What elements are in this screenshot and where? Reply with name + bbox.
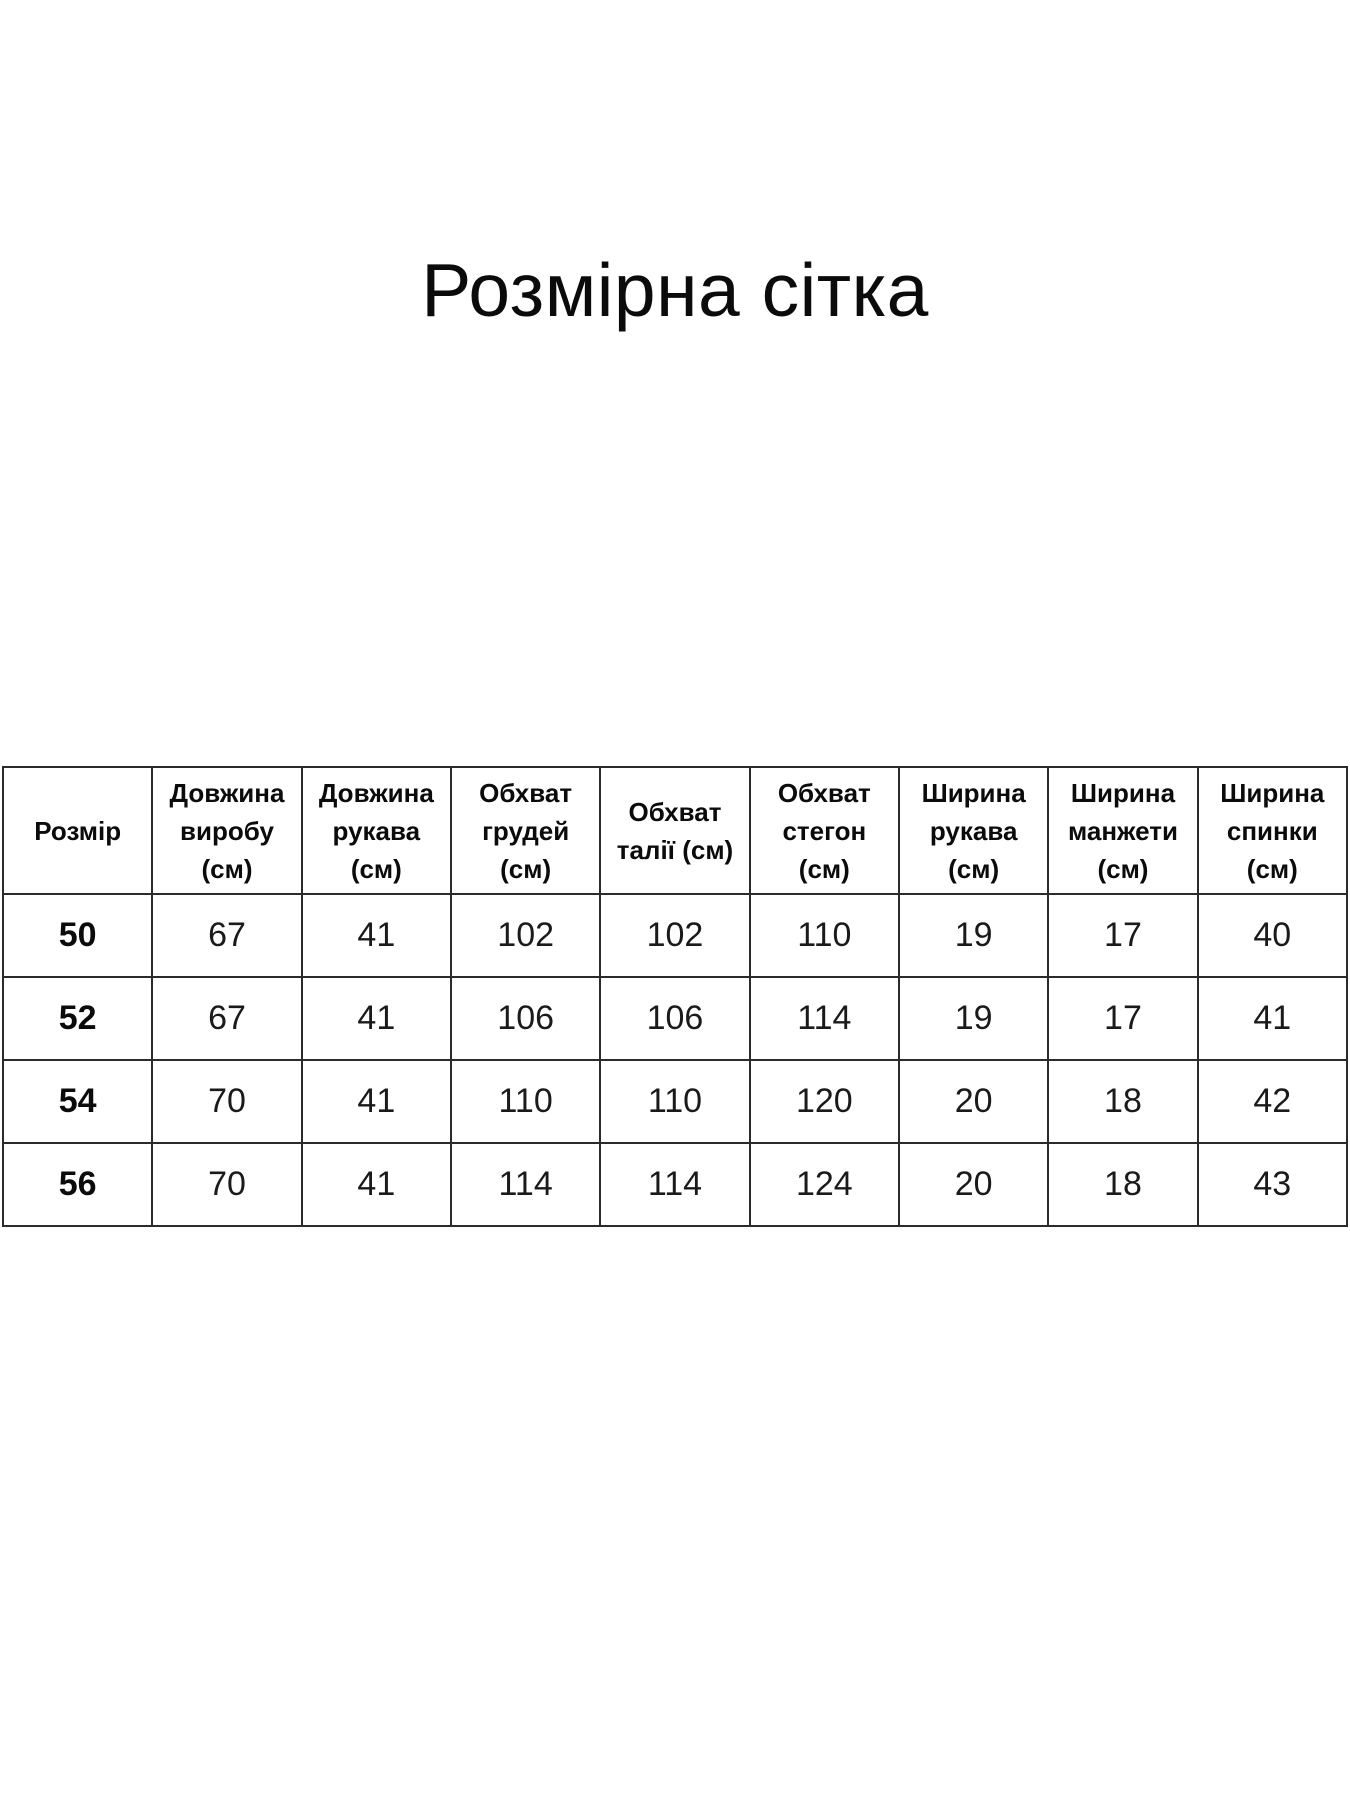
value-cell: 19 — [897, 893, 1050, 978]
value-cell: 114 — [599, 1142, 751, 1227]
value-cell: 41 — [300, 976, 452, 1061]
size-table-header: Розмір Довжина виробу (см) Довжина рукав… — [1, 766, 1349, 895]
column-header-sleeve-width: Ширина рукава (см) — [897, 766, 1050, 895]
table-row-size-52: 52 67 41 106 106 114 19 17 41 — [1, 976, 1349, 1061]
table-row-size-50: 50 67 41 102 102 110 19 17 40 — [1, 893, 1349, 978]
page-title: Розмірна сітка — [421, 248, 929, 332]
value-cell: 70 — [151, 1142, 303, 1227]
value-cell: 102 — [449, 893, 602, 978]
size-cell: 50 — [1, 893, 154, 978]
header-row: Розмір Довжина виробу (см) Довжина рукав… — [1, 766, 1349, 895]
value-cell: 67 — [151, 893, 303, 978]
value-cell: 114 — [449, 1142, 602, 1227]
size-cell: 54 — [1, 1059, 154, 1144]
value-cell: 106 — [599, 976, 751, 1061]
value-cell: 20 — [897, 1059, 1050, 1144]
column-header-cuff-width: Ширина манжети (см) — [1047, 766, 1199, 895]
value-cell: 41 — [1196, 976, 1349, 1061]
value-cell: 110 — [748, 893, 900, 978]
value-cell: 43 — [1196, 1142, 1349, 1227]
value-cell: 42 — [1196, 1059, 1349, 1144]
size-cell: 52 — [1, 976, 154, 1061]
value-cell: 17 — [1047, 976, 1199, 1061]
value-cell: 41 — [300, 1142, 452, 1227]
size-table: Розмір Довжина виробу (см) Довжина рукав… — [1, 766, 1349, 1227]
size-cell: 56 — [1, 1142, 154, 1227]
value-cell: 110 — [599, 1059, 751, 1144]
table-row-size-54: 54 70 41 110 110 120 20 18 42 — [1, 1059, 1349, 1144]
value-cell: 70 — [151, 1059, 303, 1144]
column-header-product-length: Довжина виробу (см) — [151, 766, 303, 895]
value-cell: 67 — [151, 976, 303, 1061]
value-cell: 18 — [1047, 1142, 1199, 1227]
column-header-chest: Обхват грудей (см) — [449, 766, 602, 895]
value-cell: 114 — [748, 976, 900, 1061]
value-cell: 19 — [897, 976, 1050, 1061]
value-cell: 41 — [300, 893, 452, 978]
value-cell: 110 — [449, 1059, 602, 1144]
value-cell: 106 — [449, 976, 602, 1061]
column-header-size: Розмір — [1, 766, 154, 895]
size-table-body: 50 67 41 102 102 110 19 17 40 52 67 41 1… — [1, 893, 1349, 1227]
value-cell: 20 — [897, 1142, 1050, 1227]
value-cell: 120 — [748, 1059, 900, 1144]
table-row-size-56: 56 70 41 114 114 124 20 18 43 — [1, 1142, 1349, 1227]
column-header-waist: Обхват талії (см) — [599, 766, 751, 895]
value-cell: 41 — [300, 1059, 452, 1144]
value-cell: 102 — [599, 893, 751, 978]
column-header-hips: Обхват стегон (см) — [748, 766, 900, 895]
value-cell: 18 — [1047, 1059, 1199, 1144]
value-cell: 17 — [1047, 893, 1199, 978]
value-cell: 124 — [748, 1142, 900, 1227]
value-cell: 40 — [1196, 893, 1349, 978]
column-header-back-width: Ширина спинки (см) — [1196, 766, 1349, 895]
column-header-sleeve-length: Довжина рукава (см) — [300, 766, 452, 895]
